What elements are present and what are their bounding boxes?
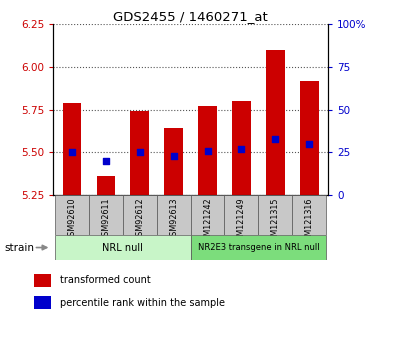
Text: GSM121316: GSM121316 (305, 198, 314, 246)
Text: GSM121315: GSM121315 (271, 198, 280, 246)
Bar (96, 176, 115, 195)
Text: GSM92611: GSM92611 (102, 198, 110, 241)
Bar (164, 128, 183, 195)
Bar (224, 195, 258, 235)
Bar (157, 195, 191, 235)
Bar (258, 195, 292, 235)
Bar (55, 235, 191, 260)
Point (171, 153, 177, 158)
Text: transformed count: transformed count (60, 275, 151, 285)
Bar (34, 274, 51, 287)
Bar (300, 80, 318, 195)
Text: NR2E3 transgene in NRL null: NR2E3 transgene in NRL null (198, 243, 319, 252)
Text: strain: strain (4, 243, 34, 253)
Point (272, 136, 278, 141)
Text: percentile rank within the sample: percentile rank within the sample (60, 298, 226, 308)
Bar (232, 101, 251, 195)
Bar (292, 195, 326, 235)
Bar (191, 235, 326, 260)
Point (204, 148, 211, 153)
Text: GSM92612: GSM92612 (135, 198, 144, 241)
Text: GSM92613: GSM92613 (169, 198, 178, 241)
Bar (55, 195, 89, 235)
Text: GSM92610: GSM92610 (68, 198, 77, 241)
Bar (123, 195, 157, 235)
Bar (130, 111, 149, 195)
Title: GDS2455 / 1460271_at: GDS2455 / 1460271_at (113, 10, 268, 23)
Point (137, 149, 143, 155)
Text: GSM121242: GSM121242 (203, 198, 212, 246)
Point (306, 141, 312, 147)
Point (69, 149, 75, 155)
Bar (266, 50, 285, 195)
Bar (63, 103, 81, 195)
Point (103, 158, 109, 164)
Bar (191, 195, 224, 235)
Bar (89, 195, 123, 235)
Bar (34, 296, 51, 309)
Bar (198, 106, 217, 195)
Point (238, 146, 245, 151)
Text: GSM121249: GSM121249 (237, 198, 246, 246)
Text: NRL null: NRL null (102, 243, 143, 253)
